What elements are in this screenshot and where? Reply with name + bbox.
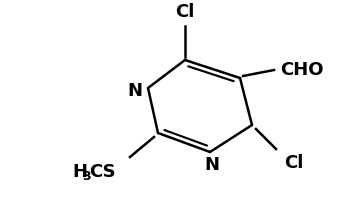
- Text: CS: CS: [89, 163, 116, 181]
- Text: Cl: Cl: [175, 3, 195, 21]
- Text: N: N: [204, 156, 219, 174]
- Text: N: N: [127, 82, 142, 100]
- Text: CHO: CHO: [280, 61, 324, 79]
- Text: 3: 3: [82, 170, 91, 183]
- Text: H: H: [72, 163, 87, 181]
- Text: Cl: Cl: [284, 154, 304, 172]
